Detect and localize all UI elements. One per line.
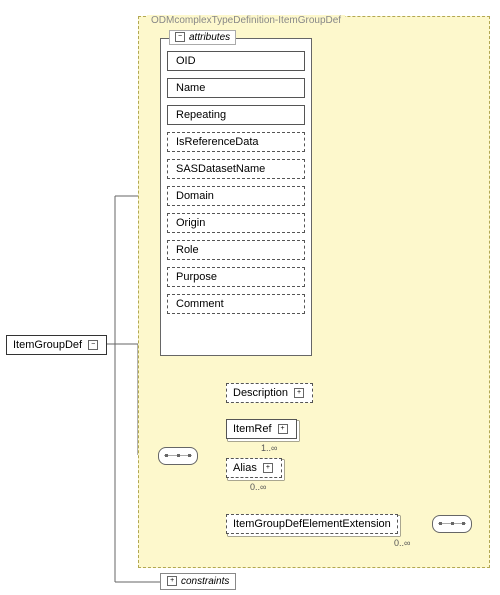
cardinality-itemref: 1..∞ [261,443,277,453]
sequence-node-right[interactable] [432,515,472,533]
attr-purpose[interactable]: Purpose [167,267,305,287]
expand-icon[interactable]: + [278,424,288,434]
sequence-node[interactable] [158,447,198,465]
complex-type-label: ODMcomplexTypeDefinition-ItemGroupDef [147,15,345,26]
expand-icon[interactable]: + [167,576,177,586]
cardinality-extension: 0..∞ [394,538,410,548]
child-extension[interactable]: ItemGroupDefElementExtension [226,514,398,534]
attributes-box: −attributes OID Name Repeating IsReferen… [160,38,312,356]
expand-icon[interactable]: + [294,388,304,398]
cardinality-alias: 0..∞ [250,482,266,492]
collapse-icon[interactable]: − [175,32,185,42]
attr-sasdatasetname[interactable]: SASDatasetName [167,159,305,179]
attr-role[interactable]: Role [167,240,305,260]
attr-oid[interactable]: OID [167,51,305,71]
root-element[interactable]: ItemGroupDef − [6,335,107,355]
expand-icon[interactable]: + [263,463,273,473]
attr-domain[interactable]: Domain [167,186,305,206]
attributes-header[interactable]: −attributes [169,30,236,45]
attr-comment[interactable]: Comment [167,294,305,314]
expand-icon[interactable]: − [88,340,98,350]
root-label: ItemGroupDef [13,339,82,351]
constraints-box[interactable]: +constraints [160,573,236,590]
attr-isreferencedata[interactable]: IsReferenceData [167,132,305,152]
child-description[interactable]: Description + [226,383,313,403]
attr-repeating[interactable]: Repeating [167,105,305,125]
attr-origin[interactable]: Origin [167,213,305,233]
child-alias[interactable]: Alias + [226,458,282,478]
attr-name[interactable]: Name [167,78,305,98]
child-itemref[interactable]: ItemRef + [226,419,297,439]
